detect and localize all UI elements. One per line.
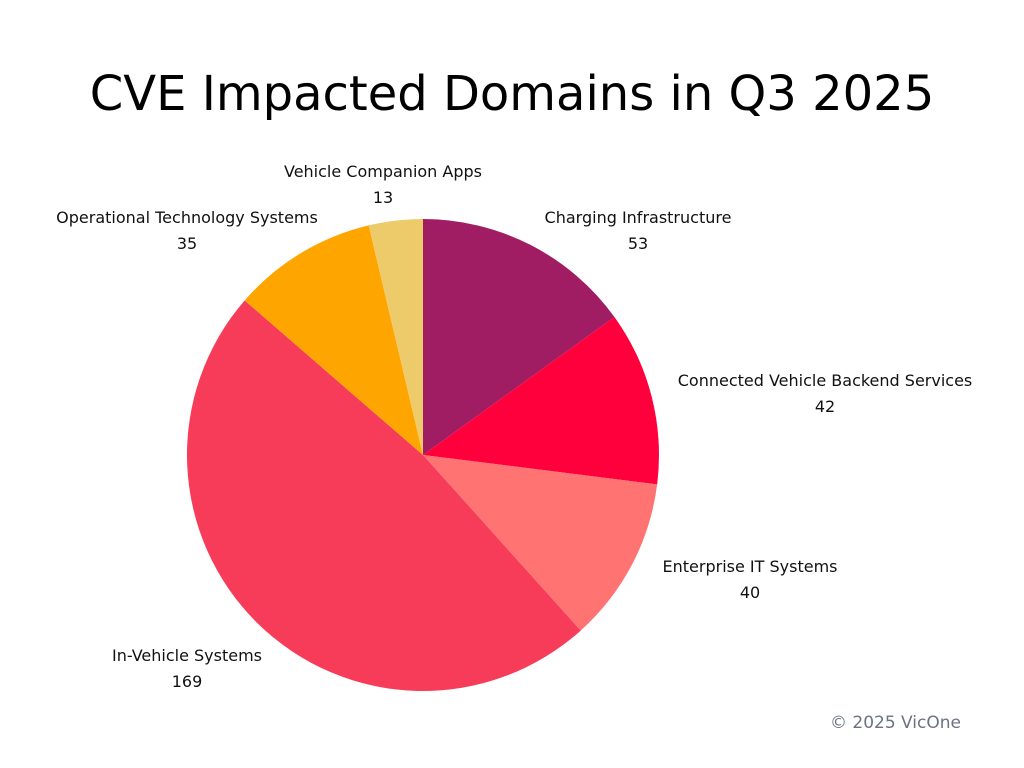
slice-label: Connected Vehicle Backend Services [678, 371, 973, 390]
slice-value: 13 [373, 188, 393, 207]
pie-slice-vehicle-companion-apps [368, 219, 423, 455]
slice-value: 40 [740, 583, 760, 602]
pie-slice-connected-vehicle-backend-services [423, 316, 659, 485]
pie-slice-charging-infrastructure [423, 219, 615, 455]
slice-value: 53 [628, 234, 648, 253]
slice-value: 35 [177, 234, 197, 253]
slice-label: In-Vehicle Systems [112, 646, 262, 665]
slice-label: Charging Infrastructure [545, 208, 732, 227]
pie-slice-operational-technology-systems [244, 225, 423, 455]
pie-slice-enterprise-it-systems [423, 455, 658, 631]
slice-value: 169 [172, 672, 203, 691]
chart-title: CVE Impacted Domains in Q3 2025 [89, 66, 935, 122]
slice-label: Enterprise IT Systems [663, 557, 838, 576]
slice-value: 42 [815, 397, 835, 416]
copyright-credit: © 2025 VicOne [829, 713, 961, 733]
slice-label: Vehicle Companion Apps [284, 162, 482, 181]
slice-label: Operational Technology Systems [56, 208, 318, 227]
pie-slice-in-vehicle-systems [186, 300, 581, 691]
